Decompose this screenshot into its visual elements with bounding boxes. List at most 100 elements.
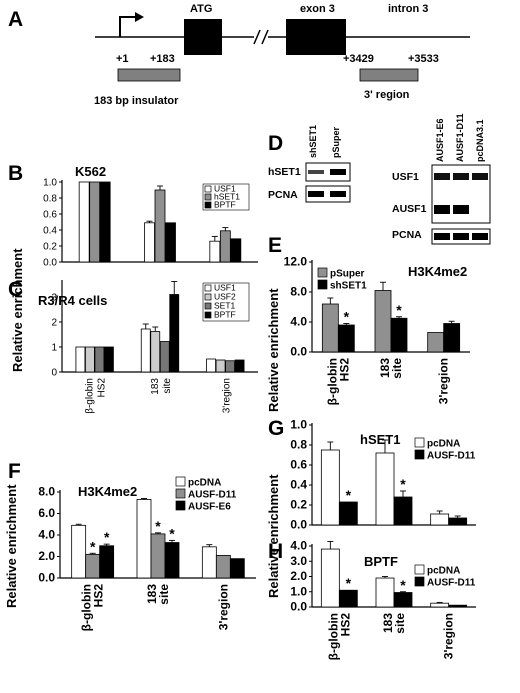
blot-frame-pcna-left [305, 185, 351, 203]
bar [85, 553, 101, 579]
chart-title: H3K4me2 [408, 264, 467, 279]
ylabel-bc: Relative enrichment [10, 248, 25, 372]
legend-label: USF1 [214, 283, 236, 293]
y-tick-label: 1 [51, 343, 57, 354]
bar [99, 545, 115, 579]
bar [338, 501, 358, 526]
significance-star: * [346, 487, 352, 503]
legend-label: pcDNA [427, 566, 460, 577]
x-category-label: HS2 [337, 358, 351, 382]
x-category-label: HS2 [92, 584, 106, 608]
bar [71, 524, 87, 579]
legend-swatch [204, 193, 212, 201]
bar [94, 346, 105, 373]
y-tick-label: 3 [51, 293, 57, 304]
bar [430, 513, 450, 526]
legend-swatch [414, 564, 425, 575]
bar [201, 546, 217, 579]
bar [321, 303, 339, 353]
y-tick-label: 0.2 [43, 242, 57, 253]
significance-star: * [344, 309, 350, 325]
x-category-label: β-globin [80, 584, 94, 631]
panel-letter-h: H [268, 540, 283, 563]
bar [374, 290, 392, 353]
bar [104, 346, 114, 373]
y-tick-label: 0.0 [43, 258, 57, 269]
y-tick-label: 0.8 [43, 194, 57, 205]
bar [375, 577, 395, 608]
pos-183-label: +183 [150, 53, 175, 65]
blot-lane-pcdna31: pcDNA3.1 [475, 119, 485, 162]
bar [154, 189, 166, 263]
legend-label: AUSF-E6 [188, 502, 231, 513]
y-tick-label: 8.0 [38, 485, 55, 499]
blot-row-pcna-right: PCNA [392, 229, 422, 241]
legend-frame [202, 282, 250, 322]
tss-arrow-icon [119, 16, 135, 37]
bar [78, 181, 90, 263]
blot-lane-shset1: shSET1 [308, 125, 318, 158]
bar [75, 346, 86, 373]
y-tick-label: 0.2 [290, 498, 307, 512]
bar [337, 324, 355, 353]
bar [225, 360, 235, 373]
legend-swatch [317, 279, 328, 290]
bar [375, 452, 395, 526]
exon-box-1 [184, 19, 222, 55]
bar [448, 517, 468, 526]
legend-label: BPTF [214, 200, 236, 210]
x-category-label: site [393, 613, 407, 634]
x-category-label: β-globin [326, 613, 340, 660]
x-category-label: 3'region [442, 613, 456, 659]
bar [320, 548, 340, 608]
y-tick-label: 2.0 [38, 549, 55, 563]
legend-label: AUSF-D11 [427, 451, 476, 462]
significance-star: * [400, 476, 406, 492]
blot-band [472, 173, 488, 180]
legend-swatch [317, 267, 328, 278]
x-category-label: site [157, 584, 171, 605]
bar [215, 555, 231, 579]
panel-letter-d: D [268, 132, 283, 155]
legend-label: shSET1 [330, 281, 367, 292]
chart-title: R3/R4 cells [38, 293, 107, 308]
panel-letter-a: A [8, 8, 23, 31]
atg-label: ATG [190, 3, 212, 15]
exon-box-3 [286, 19, 346, 55]
bar [390, 317, 408, 353]
y-tick-label: 4.0 [290, 539, 307, 553]
blot-band [434, 173, 450, 180]
y-tick-label: 6.0 [38, 506, 55, 520]
x-category-label: HS2 [338, 613, 352, 637]
line-break-gap [254, 30, 268, 44]
x-category-label: 183 [381, 613, 395, 633]
legend-frame [202, 183, 250, 211]
legend-label: USF2 [214, 292, 236, 302]
bar [140, 328, 151, 373]
x-category-label: 3'region [221, 378, 232, 413]
blot-row-ausf1: AUSF1 [392, 203, 427, 215]
y-tick-label: 0.0 [290, 600, 307, 614]
pos-3429-label: +3429 [343, 53, 374, 65]
legend-swatch [414, 437, 425, 448]
y-tick-label: 0.4 [43, 226, 57, 237]
x-category-label: 183 [378, 358, 392, 378]
bar [99, 181, 111, 263]
bar [448, 604, 468, 608]
x-category-label: site [390, 358, 404, 379]
legend-swatch [414, 449, 425, 460]
bar [427, 332, 445, 353]
bar [219, 230, 231, 263]
blot-band [472, 233, 488, 240]
legend-swatch [204, 293, 212, 301]
legend-label: hSET1 [214, 192, 240, 202]
bar [164, 542, 180, 579]
line-break-slash-1 [253, 29, 261, 45]
legend-swatch [204, 185, 212, 193]
chart-title: H3K4me2 [78, 484, 137, 499]
blot-lane-ausf1-e6: AUSF1-E6 [435, 118, 445, 162]
bar [159, 341, 170, 373]
